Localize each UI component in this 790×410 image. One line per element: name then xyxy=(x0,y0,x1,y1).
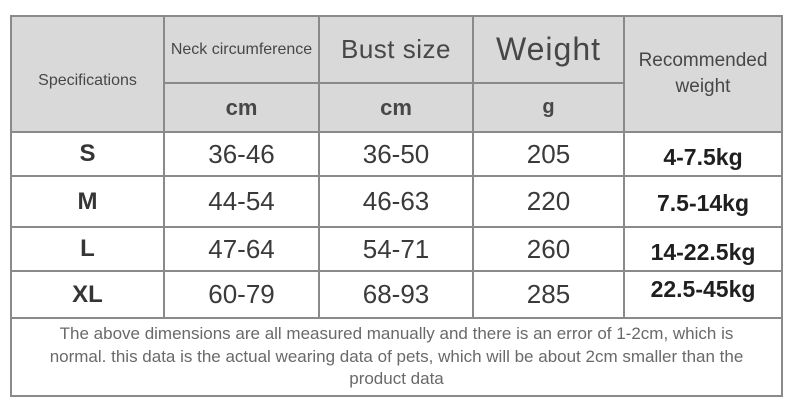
recommended-weight-text: 7.5-14kg xyxy=(656,190,750,216)
table-row-xl: XL 60-79 68-93 285 22.5-45kg xyxy=(10,270,783,319)
bust-value: 54-71 xyxy=(318,226,474,272)
bust-value: 36-50 xyxy=(318,131,474,177)
weight-value: 285 xyxy=(472,270,625,319)
weight-value: 205 xyxy=(472,131,625,177)
size-label: XL xyxy=(10,270,165,319)
pet-size-spec-table: Specifications Neck circumference Bust s… xyxy=(10,15,783,397)
header-recommended-weight: Recommended weight xyxy=(623,15,783,133)
table-row-l: L 47-64 54-71 260 14-22.5kg xyxy=(10,226,783,272)
bust-value: 46-63 xyxy=(318,175,474,228)
weight-value: 220 xyxy=(472,175,625,228)
neck-value: 47-64 xyxy=(163,226,320,272)
bust-value: 68-93 xyxy=(318,270,474,319)
header-bust-size: Bust size xyxy=(318,15,474,84)
header-row-units: cm cm g xyxy=(11,82,782,133)
header-specifications: Specifications xyxy=(10,15,165,133)
measurement-disclaimer: The above dimensions are all measured ma… xyxy=(49,324,744,389)
footnote-cell: The above dimensions are all measured ma… xyxy=(10,317,783,397)
recommended-weight-value: 14-22.5kg xyxy=(623,226,783,272)
recommended-weight-value: 4-7.5kg xyxy=(623,131,783,177)
neck-value: 44-54 xyxy=(163,175,320,228)
size-label: M xyxy=(10,175,165,228)
header-row-titles: Specifications Neck circumference Bust s… xyxy=(10,15,783,133)
unit-weight-g: g xyxy=(472,82,625,133)
footnote-row: The above dimensions are all measured ma… xyxy=(10,317,783,397)
weight-value: 260 xyxy=(472,226,625,272)
unit-bust-cm: cm xyxy=(318,82,474,133)
size-label: S xyxy=(10,131,165,177)
recommended-weight-text: 22.5-45kg xyxy=(650,276,756,302)
recommended-weight-text: 4-7.5kg xyxy=(663,143,743,170)
size-label: L xyxy=(10,226,165,272)
recommended-weight-text: 14-22.5kg xyxy=(650,238,756,265)
unit-neck-cm: cm xyxy=(163,82,320,133)
recommended-weight-value: 22.5-45kg xyxy=(623,270,783,319)
header-neck-circumference: Neck circumference xyxy=(163,15,320,84)
header-weight: Weight xyxy=(472,15,625,84)
neck-value: 60-79 xyxy=(163,270,320,319)
recommended-weight-value: 7.5-14kg xyxy=(623,175,783,228)
table-row-s: S 36-46 36-50 205 4-7.5kg xyxy=(10,131,783,177)
neck-value: 36-46 xyxy=(163,131,320,177)
table-row-m: M 44-54 46-63 220 7.5-14kg xyxy=(10,175,783,228)
